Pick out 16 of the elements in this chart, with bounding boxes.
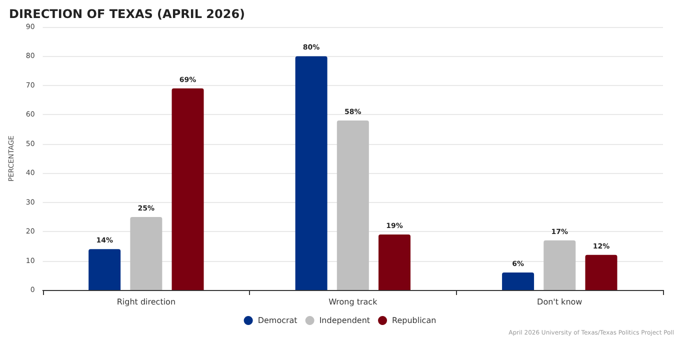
bar xyxy=(336,120,369,290)
legend-label: Democrat xyxy=(258,316,298,325)
bar xyxy=(544,240,576,290)
chart-title: DIRECTION OF TEXAS (APRIL 2026) xyxy=(9,7,246,21)
bar xyxy=(88,249,121,290)
legend-label: Republican xyxy=(392,316,436,325)
legend-label: Independent xyxy=(319,316,370,325)
bar xyxy=(172,88,204,290)
bar xyxy=(130,216,162,290)
bar xyxy=(378,234,411,290)
bar xyxy=(585,254,618,290)
x-tick-label: Wrong track xyxy=(328,298,378,306)
x-tick-label: Don't know xyxy=(537,298,583,306)
bar xyxy=(295,56,328,290)
x-tick-label: Right direction xyxy=(116,298,176,306)
bar xyxy=(502,272,534,290)
